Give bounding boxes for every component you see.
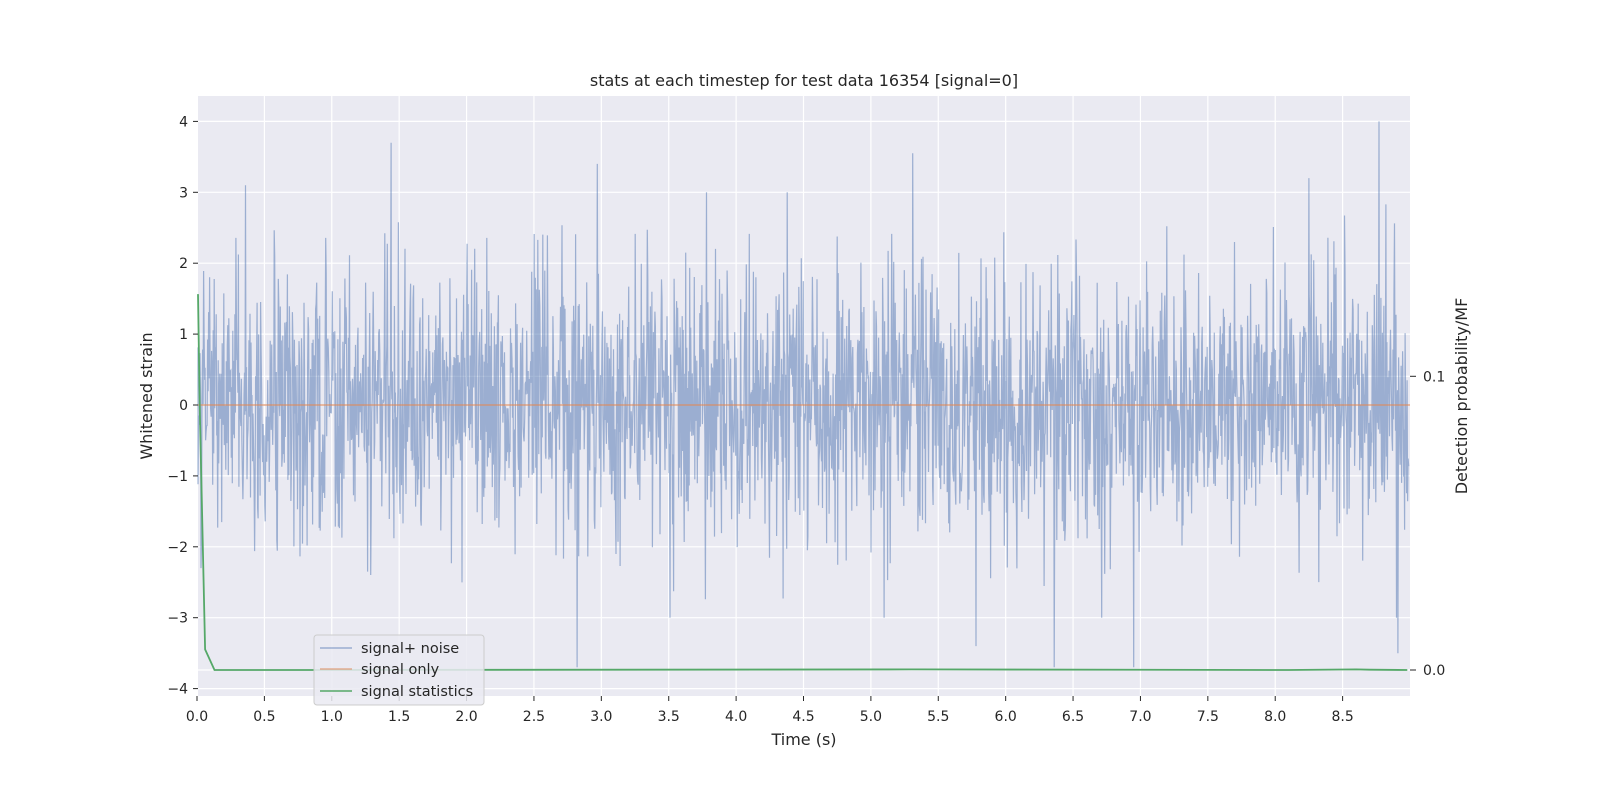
y-tick-label: 1 [179,327,188,343]
x-tick-label: 4.5 [792,709,814,725]
chart-title: stats at each timestep for test data 163… [590,71,1018,90]
y-axis: 4 3 2 1 0 −1 −2 −3 −4 [167,114,198,698]
y2-axis: 0.1 0.0 [1410,369,1445,679]
y-tick-label: −4 [167,682,188,698]
y-tick-label: −3 [167,611,188,627]
line-signal-statistics [197,294,1408,671]
x-tick-label: 0.5 [253,709,275,725]
x-tick-label: 1.5 [388,709,410,725]
y-tick-label: 4 [179,114,188,130]
x-axis: 0.0 0.5 1.0 1.5 2.0 2.5 3.0 3.5 4.0 4.5 5.0 5.5 6.0 6… [186,696,1354,725]
x-tick-label: 1.0 [321,709,343,725]
x-tick-label: 8.5 [1331,709,1353,725]
x-tick-label: 6.0 [995,709,1017,725]
x-tick-label: 2.0 [455,709,477,725]
y2-tick-label: 0.1 [1423,369,1445,385]
x-tick-label: 7.0 [1129,709,1151,725]
x-tick-label: 2.5 [523,709,545,725]
legend-label-signal-statistics: signal statistics [361,684,473,700]
x-tick-label: 4.0 [725,709,747,725]
x-tick-label: 7.5 [1197,709,1219,725]
y-tick-label: 0 [179,398,188,414]
y-tick-label: −1 [167,469,188,485]
y2-tick-label: 0.0 [1423,663,1445,679]
legend-label-signal-noise: signal+ noise [361,641,459,657]
x-tick-label: 5.0 [860,709,882,725]
x-tick-label: 3.0 [590,709,612,725]
legend-box [313,634,485,706]
legend-label-signal-only: signal only [361,662,440,678]
x-tick-label: 5.5 [927,709,949,725]
y-tick-label: −2 [167,540,188,556]
series-signal-statistics [197,294,1408,671]
y-tick-label: 2 [179,256,188,272]
legend: signal+ noise signal only signal statist… [313,634,485,706]
y-axis-label: Whitened strain [137,332,156,459]
x-tick-label: 0.0 [186,709,208,725]
x-tick-label: 8.0 [1264,709,1286,725]
y-tick-label: 3 [179,185,188,201]
x-tick-label: 3.5 [658,709,680,725]
x-tick-label: 6.5 [1062,709,1084,725]
y2-axis-label: Detection probability/MF [1452,298,1471,495]
x-axis-label: Time (s) [770,730,836,749]
